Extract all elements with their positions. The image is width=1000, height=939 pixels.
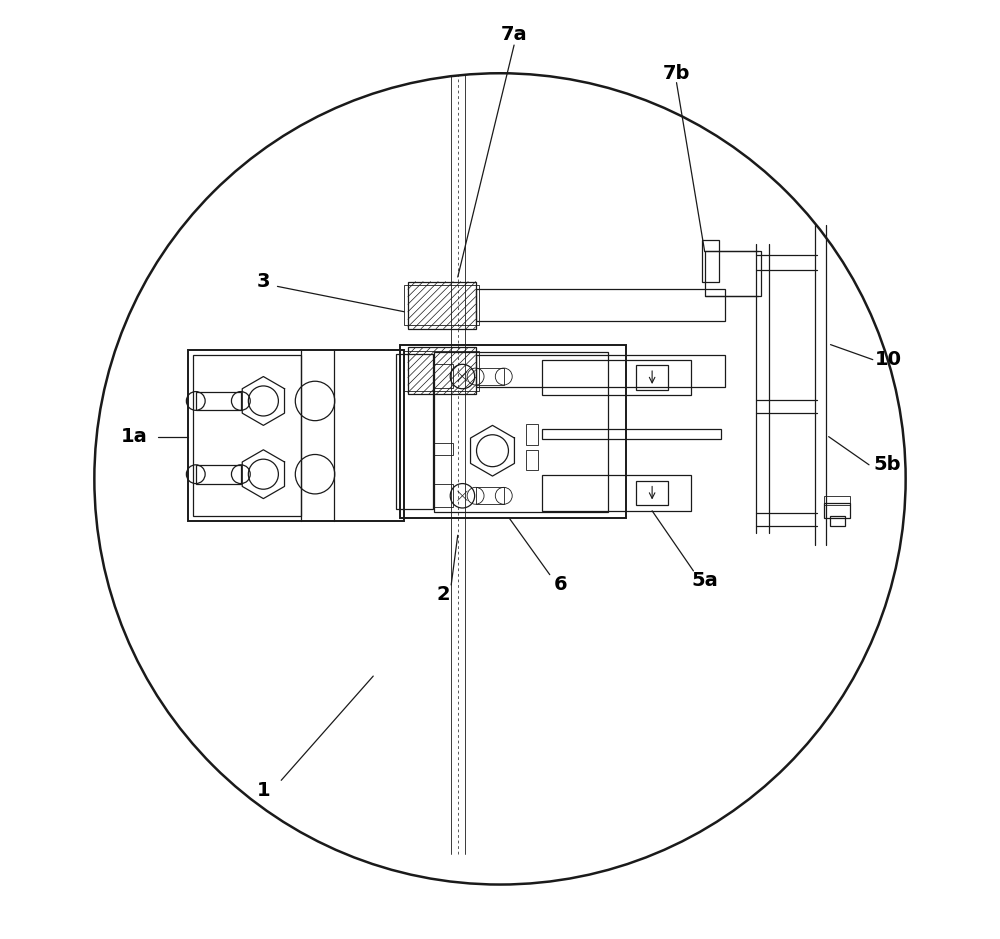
Bar <box>400 345 626 518</box>
Bar <box>193 355 301 516</box>
Bar <box>526 424 538 445</box>
Text: 1a: 1a <box>120 427 147 446</box>
Bar <box>434 484 453 507</box>
Bar <box>404 351 479 391</box>
Bar <box>824 503 850 518</box>
Text: 5b: 5b <box>873 455 901 474</box>
Bar <box>476 289 725 321</box>
Bar <box>636 481 668 505</box>
Bar <box>542 429 721 439</box>
Bar <box>196 392 241 410</box>
Bar <box>196 465 241 484</box>
Text: 10: 10 <box>875 350 902 369</box>
Bar <box>705 251 761 296</box>
Text: 1: 1 <box>257 781 270 800</box>
Bar <box>526 450 538 470</box>
Text: 5a: 5a <box>691 571 718 590</box>
Bar <box>396 354 433 509</box>
Text: 2: 2 <box>437 585 450 604</box>
Bar <box>408 347 476 394</box>
Bar <box>188 350 404 521</box>
Bar <box>434 443 453 455</box>
Text: 7b: 7b <box>663 64 690 83</box>
Bar <box>476 487 504 504</box>
Bar <box>830 516 845 526</box>
Text: 3: 3 <box>257 272 270 291</box>
Bar <box>408 282 476 329</box>
Bar <box>476 355 725 387</box>
Bar <box>434 352 608 512</box>
Bar <box>636 365 668 390</box>
Bar <box>824 496 850 505</box>
Text: 6: 6 <box>554 575 568 593</box>
Text: 7a: 7a <box>501 25 527 44</box>
Bar <box>542 360 691 395</box>
Bar <box>542 475 691 511</box>
Bar <box>434 364 453 388</box>
Bar <box>702 240 719 282</box>
Bar <box>404 285 479 325</box>
Bar <box>476 368 504 385</box>
